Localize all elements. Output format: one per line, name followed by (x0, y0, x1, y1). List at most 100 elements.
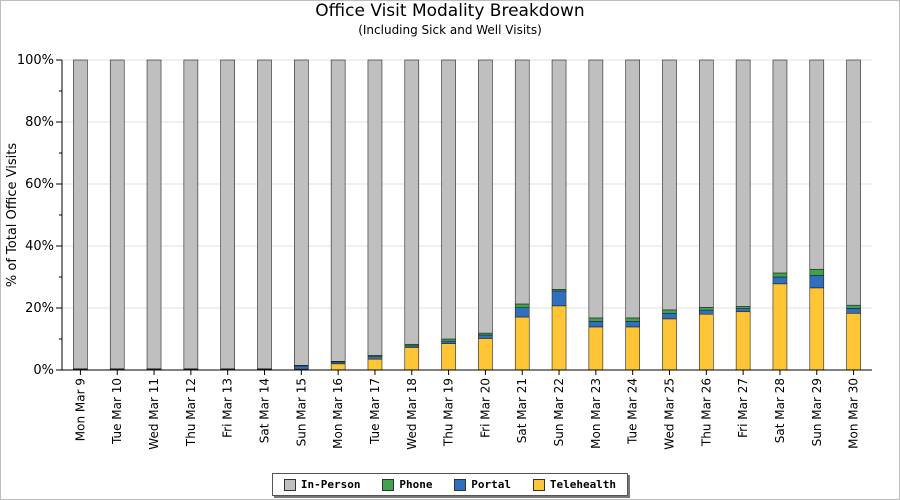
x-tick-label: Mon Mar 16 (331, 378, 345, 449)
x-tick-label: Sun Mar 22 (552, 378, 566, 446)
legend-swatch (382, 478, 395, 491)
bar-in-person-20 (809, 59, 825, 270)
bar-portal-21 (846, 308, 861, 314)
x-tick-label: Sat Mar 14 (258, 378, 272, 443)
bar-in-person-0 (73, 59, 88, 370)
chart-title: Office Visit Modality Breakdown (315, 1, 585, 21)
bar-phone-14 (588, 317, 604, 322)
grid-lines (62, 59, 872, 309)
bar-in-person-16 (662, 59, 677, 311)
bar-telehealth-15 (625, 326, 640, 371)
bar-in-person-5 (257, 59, 272, 370)
bar-portal-8 (367, 356, 383, 360)
bar-in-person-2 (146, 59, 162, 370)
legend-label: Phone (399, 478, 433, 491)
bar-telehealth-14 (588, 326, 604, 371)
axes (56, 59, 872, 375)
bar-telehealth-10 (441, 343, 456, 371)
bar-portal-14 (588, 321, 604, 328)
bar-in-person-1 (109, 59, 125, 370)
bar-telehealth-19 (772, 283, 788, 371)
legend-item-portal: Portal (454, 478, 511, 491)
bar-portal-10 (441, 340, 456, 344)
bar-telehealth-20 (809, 287, 825, 371)
legend-item-phone: Phone (382, 478, 432, 491)
bar-in-person-15 (625, 59, 640, 319)
legend-item-telehealth: Telehealth (532, 478, 617, 491)
x-tick-label: Sun Mar 29 (810, 378, 824, 446)
x-tick-label: Wed Mar 18 (405, 378, 419, 450)
bar-phone-20 (809, 268, 825, 276)
bar-telehealth-16 (662, 318, 677, 371)
x-tick-label: Mon Mar 23 (589, 378, 603, 449)
bar-phone-18 (735, 306, 751, 309)
legend-label: In-Person (300, 478, 361, 491)
y-tick-label: 20% (25, 301, 54, 316)
bar-portal-19 (772, 276, 788, 285)
x-tick-label: Thu Mar 12 (184, 378, 198, 447)
x-tick-label: Fri Mar 13 (221, 378, 235, 438)
bar-in-person-3 (183, 59, 199, 370)
bar-portal-6 (294, 365, 309, 370)
y-tick-label: 40% (25, 239, 54, 254)
legend-swatch (532, 478, 545, 491)
bar-portal-18 (735, 308, 751, 313)
bar-phone-17 (699, 307, 714, 311)
bar-portal-12 (514, 307, 530, 318)
bar-telehealth-7 (330, 363, 346, 371)
bar-phone-19 (772, 272, 788, 278)
bars (73, 59, 861, 371)
bar-in-person-8 (367, 59, 383, 356)
bar-in-person-19 (772, 59, 788, 274)
stacked-bar-chart: 0% 20% 40% 60% 80% 100% Mon Mar 9 Tue Mar 10 We… (5, 53, 872, 450)
x-tick-label: Wed Mar 11 (147, 378, 161, 450)
y-tick-label: 0% (33, 363, 54, 378)
x-tick-label: Thu Mar 19 (442, 378, 456, 447)
bar-in-person-4 (220, 59, 235, 370)
bar-portal-13 (551, 290, 567, 307)
bar-portal-17 (699, 309, 714, 315)
x-tick-label: Sun Mar 15 (294, 378, 308, 446)
bar-in-person-12 (514, 59, 530, 305)
bar-phone-15 (625, 317, 640, 322)
bar-phone-10 (441, 338, 456, 342)
y-tick-label: 60% (25, 177, 54, 192)
bar-in-person-13 (551, 59, 567, 290)
bar-phone-21 (846, 304, 861, 309)
bar-telehealth-12 (514, 316, 530, 371)
bar-phone-12 (514, 303, 530, 308)
chart-subtitle: (Including Sick and Well Visits) (358, 23, 542, 37)
x-tick-label: Tue Mar 24 (626, 378, 640, 445)
x-tick-label: Tue Mar 17 (368, 378, 382, 445)
bar-telehealth-18 (735, 311, 751, 371)
bar-in-person-11 (478, 59, 493, 334)
bar-portal-15 (625, 321, 640, 328)
x-tick-label: Mon Mar 30 (847, 378, 861, 449)
bar-in-person-10 (441, 59, 456, 340)
legend-swatch (283, 478, 296, 491)
x-tick-label: Tue Mar 10 (110, 378, 124, 445)
x-tick-label: Sat Mar 28 (773, 378, 787, 443)
bar-telehealth-11 (478, 338, 493, 371)
bar-telehealth-17 (699, 313, 714, 371)
legend-label: Telehealth (549, 478, 617, 491)
bar-in-person-9 (404, 59, 420, 345)
y-tick-label: 80% (25, 115, 54, 130)
bar-telehealth-9 (404, 347, 420, 371)
legend-item-in-person: In-Person (283, 478, 361, 491)
bar-telehealth-13 (551, 305, 567, 371)
y-tick-labels: 0% 20% 40% 60% 80% 100% (17, 53, 54, 378)
bar-in-person-7 (330, 59, 346, 362)
legend: In-Person Phone Portal Telehealth (272, 473, 628, 496)
bar-in-person-17 (699, 59, 714, 308)
bar-in-person-21 (846, 59, 861, 306)
x-tick-label: Thu Mar 26 (699, 378, 713, 447)
legend-label: Portal (471, 478, 512, 491)
bar-telehealth-21 (846, 312, 861, 371)
x-tick-label: Mon Mar 9 (73, 378, 87, 441)
y-tick-label: 100% (17, 53, 54, 68)
bar-telehealth-8 (367, 358, 383, 371)
x-tick-label: Fri Mar 27 (736, 378, 750, 438)
bar-portal-20 (809, 275, 825, 289)
bar-portal-16 (662, 312, 677, 320)
